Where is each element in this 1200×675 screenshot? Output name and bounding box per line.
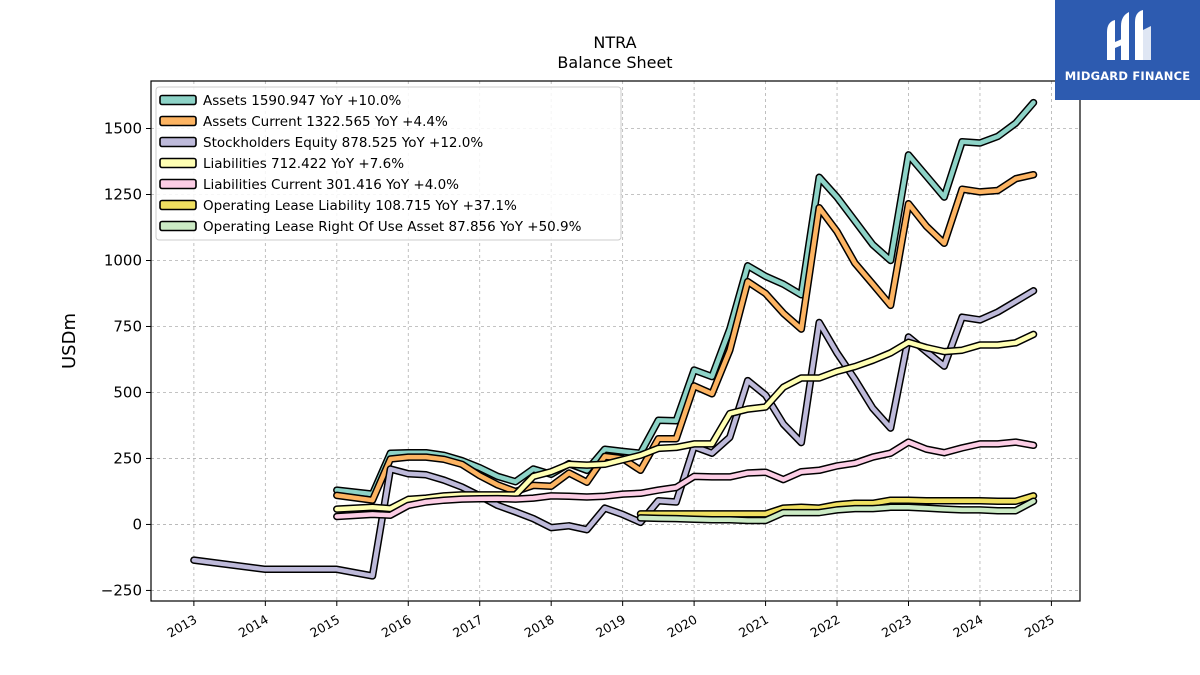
legend-entry: Stockholders Equity 878.525 YoY +12.0% [203,135,483,151]
legend-swatch [159,136,197,148]
midgard-finance-logo: MIDGARD FINANCE [1055,0,1200,100]
y-tick-label: 0 [132,515,142,533]
legend-box [155,86,622,241]
legend-entry: Assets Current 1322.565 YoY +4.4% [203,114,448,130]
series-line [334,439,1036,519]
legend-swatch [159,94,197,106]
series-line [638,498,1036,523]
x-tick-label: 2020 [665,612,700,641]
legend-entry: Assets 1590.947 YoY +10.0% [203,93,402,109]
x-axis-ticks: 2013 2014 2015 2016 2017 2018 2019 2020 2021 2022… [164,601,1057,641]
legend-entry: Liabilities Current 301.416 YoY +4.0% [203,177,459,193]
x-tick-label: 2021 [736,612,771,641]
series-line [334,172,1036,503]
grid [151,81,1080,601]
y-tick-label: 750 [113,317,142,335]
x-tick-label: 2013 [164,612,199,641]
series-outline [190,287,1038,580]
legend-entry: Liabilities 712.422 YoY +7.6% [203,156,404,172]
x-tick-label: 2016 [379,612,414,641]
chart-title: NTRA [593,33,636,52]
legend-swatch [159,115,197,127]
x-tick-label: 2015 [307,612,342,641]
x-tick-label: 2025 [1022,612,1057,641]
legend: Assets 1590.947 YoY +10.0% Assets Current… [155,86,622,241]
x-tick-label: 2024 [950,612,985,641]
logo-mark-icon [1107,10,1151,60]
y-tick-label: 1500 [104,120,142,138]
y-axis-label: USDm [59,313,80,369]
series-line [334,100,1036,497]
legend-entry: Operating Lease Liability 108.715 YoY +3… [203,198,517,214]
y-tick-label: 500 [113,383,142,401]
chart-subtitle: Balance Sheet [557,53,672,72]
legend-swatch [159,220,197,232]
x-tick-label: 2019 [593,612,628,641]
y-tick-label: −250 [101,581,142,599]
legend-entry: Operating Lease Right Of Use Asset 87.85… [203,219,582,235]
y-tick-label: 1000 [104,251,142,269]
x-tick-label: 2017 [450,612,485,641]
series-line [638,493,1036,517]
legend-swatch [159,199,197,211]
x-tick-label: 2023 [879,612,914,641]
y-tick-label: 1250 [104,186,142,204]
series-lines [190,98,1038,580]
logo-text: MIDGARD FINANCE [1064,69,1191,83]
legend-swatch [159,178,197,190]
plot-frame [150,80,1081,602]
y-axis-ticks: −250 0 250 500 750 1000 1250 1500 [101,120,151,599]
y-tick-label: 250 [113,449,142,467]
x-tick-label: 2018 [522,612,557,641]
legend-swatch [159,157,197,169]
x-tick-label: 2022 [807,612,842,641]
x-tick-label: 2014 [236,612,271,641]
series-line [334,332,1036,512]
